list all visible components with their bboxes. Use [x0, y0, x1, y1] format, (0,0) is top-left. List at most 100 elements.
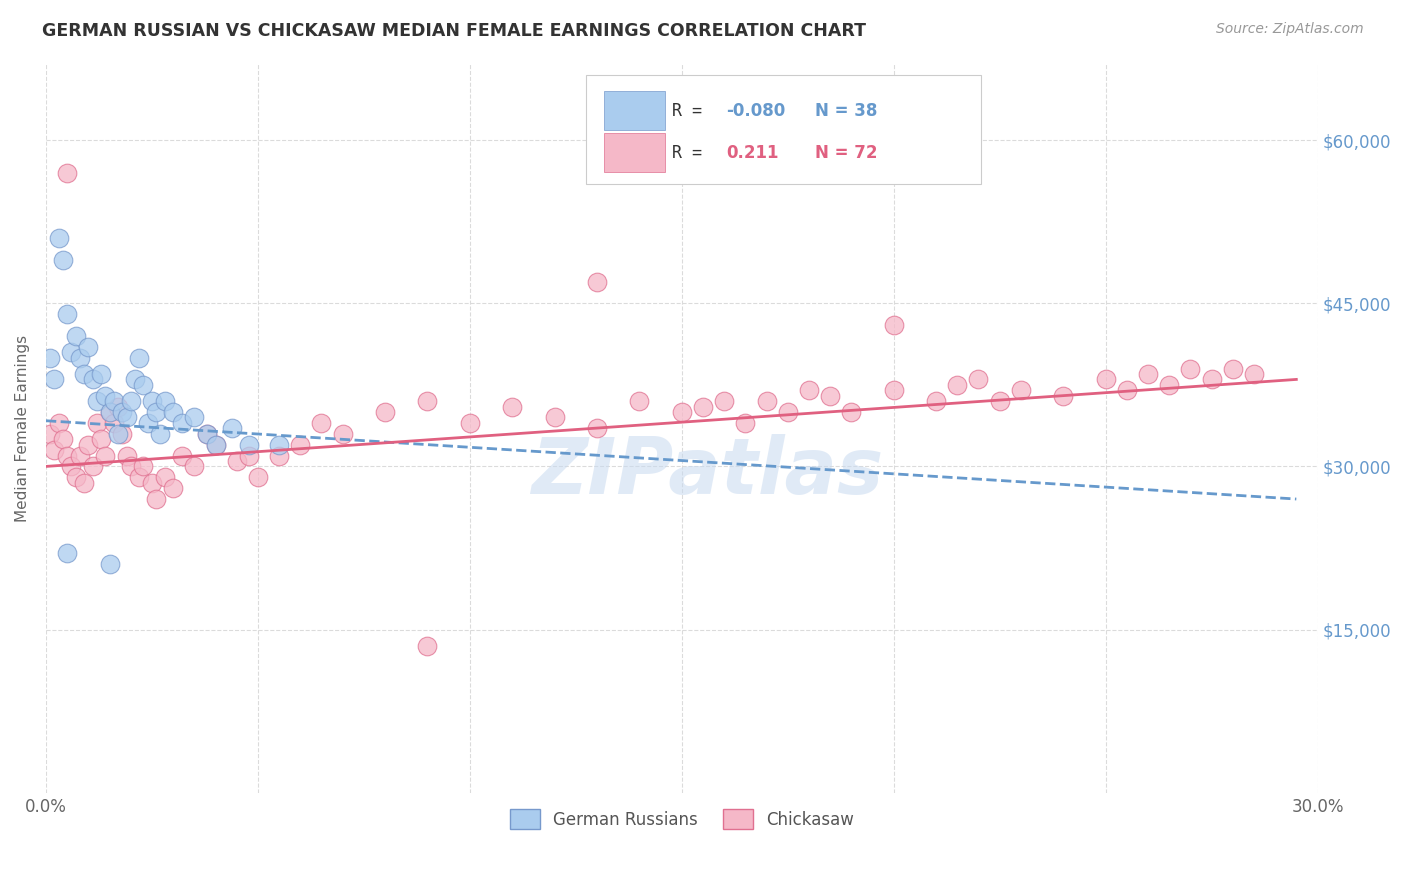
Point — [238, 438, 260, 452]
Point — [883, 318, 905, 332]
Text: Source: ZipAtlas.com: Source: ZipAtlas.com — [1216, 22, 1364, 37]
Point — [162, 405, 184, 419]
Point — [39, 351, 62, 365]
Point — [128, 351, 150, 365]
Point — [136, 416, 159, 430]
Point — [170, 449, 193, 463]
Point — [628, 394, 651, 409]
Point — [48, 231, 70, 245]
Point — [267, 438, 290, 452]
Point — [149, 426, 172, 441]
Point — [204, 438, 226, 452]
Point — [501, 400, 523, 414]
Point — [183, 459, 205, 474]
Point — [839, 405, 862, 419]
Point — [98, 558, 121, 572]
Point — [107, 400, 129, 414]
Point — [52, 432, 75, 446]
Point — [183, 410, 205, 425]
Point — [586, 275, 609, 289]
Text: -0.080: -0.080 — [727, 103, 786, 120]
Point — [90, 432, 112, 446]
Point — [225, 454, 247, 468]
Point — [543, 410, 565, 425]
Point — [128, 470, 150, 484]
Point — [73, 367, 96, 381]
Point — [1052, 389, 1074, 403]
Point — [145, 405, 167, 419]
Point — [311, 416, 333, 430]
Point — [586, 421, 609, 435]
Point — [195, 426, 218, 441]
Point — [82, 459, 104, 474]
Point — [94, 449, 117, 463]
Point — [246, 470, 269, 484]
Point — [1136, 367, 1159, 381]
Point — [65, 329, 87, 343]
FancyBboxPatch shape — [605, 91, 665, 130]
Point — [145, 491, 167, 506]
Point — [946, 377, 969, 392]
FancyBboxPatch shape — [586, 75, 980, 185]
Text: 0.211: 0.211 — [727, 144, 779, 162]
Point — [153, 394, 176, 409]
Y-axis label: Median Female Earnings: Median Female Earnings — [15, 334, 30, 522]
Point — [204, 438, 226, 452]
Text: ZIPatlas: ZIPatlas — [531, 434, 883, 510]
Point — [416, 639, 439, 653]
Point — [103, 416, 125, 430]
Point — [115, 449, 138, 463]
Point — [195, 426, 218, 441]
Point — [48, 416, 70, 430]
Point — [44, 372, 66, 386]
Text: N = 72: N = 72 — [815, 144, 877, 162]
Point — [111, 405, 134, 419]
Text: R =: R = — [672, 103, 711, 120]
Point — [94, 389, 117, 403]
Point — [988, 394, 1011, 409]
Point — [755, 394, 778, 409]
Point — [69, 449, 91, 463]
Point — [734, 416, 756, 430]
Point — [132, 459, 155, 474]
Text: R =: R = — [672, 144, 711, 162]
Point — [86, 394, 108, 409]
Point — [56, 449, 79, 463]
Point — [120, 459, 142, 474]
Point — [111, 426, 134, 441]
Point — [692, 400, 714, 414]
Point — [1094, 372, 1116, 386]
Point — [162, 481, 184, 495]
Point — [153, 470, 176, 484]
Point — [115, 410, 138, 425]
Point — [103, 394, 125, 409]
Point — [713, 394, 735, 409]
Point — [60, 345, 83, 359]
Point — [221, 421, 243, 435]
Point — [141, 475, 163, 490]
Point — [73, 475, 96, 490]
Point — [98, 405, 121, 419]
Point — [458, 416, 481, 430]
Point — [374, 405, 396, 419]
Point — [1201, 372, 1223, 386]
Point — [925, 394, 948, 409]
Point — [170, 416, 193, 430]
Text: N = 38: N = 38 — [815, 103, 877, 120]
Point — [1115, 384, 1137, 398]
Point — [56, 166, 79, 180]
Point — [90, 367, 112, 381]
Point — [56, 546, 79, 560]
Point — [883, 384, 905, 398]
Point — [818, 389, 841, 403]
Point — [1243, 367, 1265, 381]
Point — [86, 416, 108, 430]
Point — [797, 384, 820, 398]
Text: GERMAN RUSSIAN VS CHICKASAW MEDIAN FEMALE EARNINGS CORRELATION CHART: GERMAN RUSSIAN VS CHICKASAW MEDIAN FEMAL… — [42, 22, 866, 40]
Point — [671, 405, 693, 419]
Point — [77, 340, 100, 354]
Point — [776, 405, 799, 419]
Point — [44, 443, 66, 458]
Point — [39, 426, 62, 441]
Point — [82, 372, 104, 386]
